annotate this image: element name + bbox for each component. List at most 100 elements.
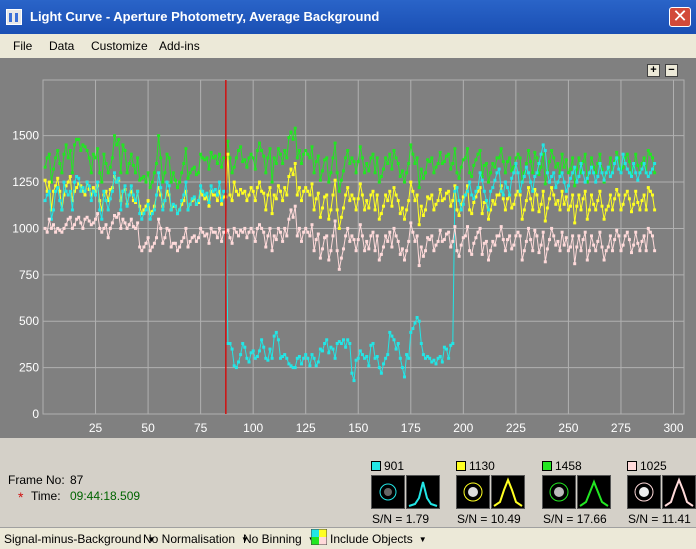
data-point bbox=[602, 178, 606, 182]
data-point bbox=[394, 347, 398, 351]
data-point bbox=[434, 243, 438, 247]
data-point bbox=[632, 243, 636, 247]
data-point bbox=[524, 165, 528, 169]
data-point bbox=[432, 208, 436, 212]
data-point bbox=[371, 152, 375, 156]
data-point bbox=[287, 362, 291, 366]
data-point bbox=[140, 212, 144, 216]
data-point bbox=[264, 356, 268, 360]
data-point bbox=[113, 171, 116, 175]
data-point bbox=[119, 199, 123, 203]
data-point bbox=[213, 193, 217, 197]
menu-customize[interactable]: Customize bbox=[91, 39, 148, 53]
zoom-out-button[interactable]: − bbox=[665, 64, 678, 77]
data-point bbox=[442, 345, 446, 349]
data-point bbox=[474, 195, 478, 199]
data-point bbox=[291, 215, 295, 219]
data-point bbox=[102, 226, 106, 230]
data-point bbox=[506, 186, 509, 190]
data-point bbox=[533, 175, 537, 178]
data-point bbox=[470, 175, 474, 178]
data-point bbox=[127, 193, 131, 197]
data-point bbox=[110, 189, 114, 193]
data-point bbox=[167, 156, 171, 160]
data-point bbox=[411, 230, 415, 234]
data-point bbox=[453, 189, 457, 193]
object-id: 1025 bbox=[640, 459, 667, 473]
data-point bbox=[375, 156, 379, 160]
object-901[interactable]: 901 S/N = 1.79 bbox=[370, 456, 440, 531]
data-point bbox=[308, 156, 312, 160]
data-point bbox=[264, 171, 268, 175]
data-point bbox=[533, 188, 537, 191]
data-point bbox=[398, 356, 402, 360]
data-point bbox=[594, 180, 598, 184]
menu-file[interactable]: File bbox=[13, 39, 33, 53]
data-point bbox=[266, 156, 270, 160]
data-point bbox=[648, 230, 652, 234]
data-point bbox=[171, 241, 175, 245]
data-point bbox=[100, 180, 104, 184]
data-point bbox=[161, 180, 165, 184]
data-point bbox=[300, 199, 303, 203]
data-point bbox=[482, 201, 486, 204]
data-point bbox=[98, 171, 102, 175]
data-point bbox=[142, 175, 146, 178]
data-point bbox=[569, 176, 572, 180]
data-point bbox=[205, 191, 209, 195]
data-point bbox=[367, 169, 371, 173]
light-curve-chart[interactable]: 25 50 75 100 125 150 175 200 225 250 275 300 0 250 500… bbox=[0, 58, 696, 438]
data-point bbox=[165, 152, 169, 156]
zoom-in-button[interactable]: + bbox=[647, 64, 660, 77]
object-1458[interactable]: 1458 S/N = 17.66 bbox=[541, 456, 611, 531]
data-point bbox=[575, 204, 579, 208]
data-point bbox=[108, 226, 112, 230]
data-point bbox=[243, 345, 247, 349]
data-point bbox=[266, 193, 270, 197]
data-point bbox=[520, 217, 524, 221]
x-tick-label: 25 bbox=[89, 421, 103, 435]
data-point bbox=[178, 180, 182, 184]
data-point bbox=[442, 160, 446, 164]
close-button[interactable]: ✕ bbox=[669, 7, 691, 27]
data-point bbox=[327, 351, 331, 355]
data-point bbox=[220, 165, 224, 169]
data-point bbox=[121, 217, 125, 221]
data-point bbox=[321, 206, 324, 210]
data-point bbox=[472, 241, 476, 245]
data-point bbox=[558, 171, 562, 175]
data-point bbox=[474, 158, 478, 162]
data-point bbox=[638, 249, 642, 253]
data-point bbox=[407, 356, 411, 360]
data-point bbox=[54, 156, 58, 160]
data-point bbox=[606, 165, 610, 169]
binning-dropdown[interactable]: No Binning▼ bbox=[243, 532, 316, 546]
data-point bbox=[386, 162, 390, 165]
data-point bbox=[77, 137, 81, 141]
signal-mode-dropdown[interactable]: Signal-minus-Background ▼ bbox=[4, 532, 156, 546]
data-point bbox=[123, 221, 127, 225]
data-point bbox=[173, 204, 177, 208]
data-point bbox=[283, 186, 287, 190]
menu-data[interactable]: Data bbox=[49, 39, 75, 53]
data-point bbox=[77, 182, 81, 186]
data-point bbox=[331, 234, 335, 238]
data-point bbox=[342, 247, 345, 251]
data-point bbox=[180, 171, 184, 175]
data-point bbox=[203, 197, 207, 201]
object-1130[interactable]: 1130 S/N = 10.49 bbox=[455, 456, 525, 531]
data-point bbox=[592, 202, 596, 206]
include-objects-dropdown[interactable]: Include Objects ▼ bbox=[330, 532, 427, 546]
data-point bbox=[426, 195, 430, 199]
object-1025[interactable]: 1025 S/N = 11.41 bbox=[626, 456, 696, 531]
data-point bbox=[234, 366, 238, 370]
data-point bbox=[388, 189, 392, 193]
data-point bbox=[83, 145, 87, 149]
data-point bbox=[300, 362, 303, 366]
normalisation-dropdown[interactable]: No Normalisation ▼ bbox=[143, 532, 249, 546]
data-point bbox=[234, 230, 238, 234]
y-tick-label: 500 bbox=[19, 314, 39, 328]
menu-add-ins[interactable]: Add-ins bbox=[159, 39, 200, 53]
data-point bbox=[419, 342, 423, 345]
data-point bbox=[331, 193, 335, 197]
